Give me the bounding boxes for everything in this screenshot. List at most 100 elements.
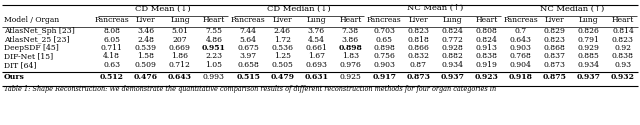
Text: 0.934: 0.934 [578, 61, 600, 69]
Text: 4.54: 4.54 [308, 36, 324, 44]
Text: 0.934: 0.934 [442, 61, 463, 69]
Text: 0.823: 0.823 [408, 27, 429, 35]
Text: 0.993: 0.993 [203, 73, 225, 81]
Text: 3.97: 3.97 [239, 52, 257, 60]
Text: 0.873: 0.873 [406, 73, 431, 81]
Text: 0.875: 0.875 [543, 73, 567, 81]
Text: 0.661: 0.661 [305, 44, 327, 52]
Text: 0.791: 0.791 [578, 36, 600, 44]
Text: 0.832: 0.832 [408, 52, 429, 60]
Text: 0.829: 0.829 [544, 27, 566, 35]
Text: Heart: Heart [476, 16, 498, 24]
Text: 0.814: 0.814 [612, 27, 634, 35]
Text: 7.44: 7.44 [239, 27, 257, 35]
Text: 7.38: 7.38 [342, 27, 359, 35]
Text: 0.515: 0.515 [236, 73, 260, 81]
Text: Pancreas: Pancreas [503, 16, 538, 24]
Text: 0.675: 0.675 [237, 44, 259, 52]
Text: 5.01: 5.01 [172, 27, 188, 35]
Text: 0.643: 0.643 [509, 36, 532, 44]
Text: Liver: Liver [273, 16, 292, 24]
Text: Ours: Ours [4, 73, 25, 81]
Text: 1.25: 1.25 [274, 52, 291, 60]
Text: DIF-Net [15]: DIF-Net [15] [4, 52, 53, 60]
Text: Heart: Heart [203, 16, 225, 24]
Text: Table 1: Shape Reconstruction: We demonstrate the quantitative comparison result: Table 1: Shape Reconstruction: We demons… [4, 85, 496, 93]
Text: 0.824: 0.824 [442, 27, 463, 35]
Text: 0.643: 0.643 [168, 73, 192, 81]
Text: Pancreas: Pancreas [230, 16, 266, 24]
Text: 1.05: 1.05 [205, 61, 223, 69]
Text: DIT [64]: DIT [64] [4, 61, 36, 69]
Text: 1.83: 1.83 [342, 52, 359, 60]
Text: 0.976: 0.976 [339, 61, 361, 69]
Text: 7.55: 7.55 [205, 27, 223, 35]
Text: DeepSDF [45]: DeepSDF [45] [4, 44, 59, 52]
Text: 1.72: 1.72 [274, 36, 291, 44]
Text: Lung: Lung [443, 16, 462, 24]
Text: 0.923: 0.923 [475, 73, 499, 81]
Text: Heart: Heart [612, 16, 634, 24]
Text: 0.7: 0.7 [515, 27, 527, 35]
Text: 0.868: 0.868 [544, 44, 566, 52]
Text: Heart: Heart [339, 16, 362, 24]
Text: 0.509: 0.509 [135, 61, 157, 69]
Text: AtlasNet_25 [23]: AtlasNet_25 [23] [4, 36, 70, 44]
Text: 0.838: 0.838 [612, 52, 634, 60]
Text: 0.885: 0.885 [578, 52, 600, 60]
Text: 0.925: 0.925 [339, 73, 361, 81]
Text: 0.539: 0.539 [135, 44, 157, 52]
Text: 0.505: 0.505 [271, 61, 293, 69]
Text: 1.67: 1.67 [308, 52, 324, 60]
Text: Pancreas: Pancreas [367, 16, 402, 24]
Text: 0.87: 0.87 [410, 61, 427, 69]
Text: NC Median (↑): NC Median (↑) [540, 4, 604, 12]
Text: Lung: Lung [307, 16, 326, 24]
Text: 0.772: 0.772 [442, 36, 463, 44]
Text: 0.898: 0.898 [339, 44, 362, 52]
Text: 0.711: 0.711 [101, 44, 123, 52]
Text: 0.669: 0.669 [169, 44, 191, 52]
Text: 0.823: 0.823 [612, 36, 634, 44]
Text: AtlasNet_Sph [23]: AtlasNet_Sph [23] [4, 27, 75, 35]
Text: NC Mean (↑): NC Mean (↑) [408, 4, 463, 12]
Text: 0.903: 0.903 [509, 44, 532, 52]
Text: Liver: Liver [136, 16, 156, 24]
Text: 0.937: 0.937 [577, 73, 601, 81]
Text: 1.58: 1.58 [138, 52, 154, 60]
Text: 0.768: 0.768 [510, 52, 532, 60]
Text: 0.93: 0.93 [614, 61, 632, 69]
Text: 0.712: 0.712 [169, 61, 191, 69]
Text: 0.919: 0.919 [476, 61, 497, 69]
Text: 3.76: 3.76 [308, 27, 325, 35]
Text: CD Mean (↓): CD Mean (↓) [135, 4, 191, 12]
Text: 0.703: 0.703 [373, 27, 396, 35]
Text: Liver: Liver [409, 16, 428, 24]
Text: Lung: Lung [170, 16, 189, 24]
Text: 0.882: 0.882 [442, 52, 463, 60]
Text: Lung: Lung [579, 16, 598, 24]
Text: 0.512: 0.512 [100, 73, 124, 81]
Text: 0.918: 0.918 [509, 73, 532, 81]
Text: Model / Organ: Model / Organ [4, 16, 60, 24]
Text: 0.951: 0.951 [202, 44, 226, 52]
Text: 0.631: 0.631 [304, 73, 328, 81]
Text: 8.08: 8.08 [103, 27, 120, 35]
Text: 4.18: 4.18 [103, 52, 120, 60]
Text: 0.873: 0.873 [544, 61, 566, 69]
Text: 0.917: 0.917 [372, 73, 396, 81]
Text: 0.826: 0.826 [578, 27, 600, 35]
Text: 0.479: 0.479 [270, 73, 294, 81]
Text: 0.903: 0.903 [373, 61, 396, 69]
Text: 0.476: 0.476 [134, 73, 158, 81]
Text: 2.23: 2.23 [205, 52, 223, 60]
Text: 0.928: 0.928 [442, 44, 463, 52]
Text: 0.929: 0.929 [578, 44, 600, 52]
Text: Liver: Liver [545, 16, 564, 24]
Text: CD Median (↓): CD Median (↓) [268, 4, 331, 12]
Text: 5.64: 5.64 [239, 36, 257, 44]
Text: 0.898: 0.898 [374, 44, 396, 52]
Text: 0.756: 0.756 [374, 52, 396, 60]
Text: Pancreas: Pancreas [94, 16, 129, 24]
Text: 0.824: 0.824 [476, 36, 497, 44]
